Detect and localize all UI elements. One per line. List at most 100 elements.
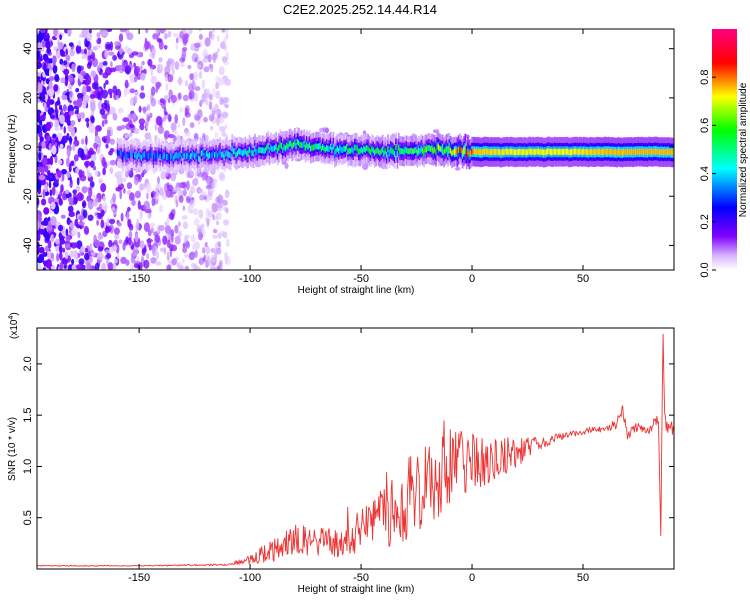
heatmap-cell — [167, 113, 172, 123]
heatmap-cell — [338, 147, 340, 154]
heatmap-cell — [73, 154, 79, 162]
heatmap-cell — [539, 149, 541, 156]
heatmap-cell — [120, 256, 127, 264]
heatmap-cell — [182, 221, 188, 230]
snr-series-line — [37, 333, 674, 567]
heatmap-cell — [43, 207, 50, 215]
heatmap-cell — [134, 190, 141, 199]
heatmap-cell — [144, 40, 150, 50]
heatmap-cell — [216, 108, 222, 119]
heatmap-cell — [37, 220, 40, 231]
heatmap-cell — [206, 256, 211, 267]
heatmap-cell — [212, 234, 218, 239]
heatmap-cell — [344, 145, 347, 152]
heatmap-cell — [186, 153, 188, 159]
y-tick-label: 40 — [22, 43, 34, 55]
heatmap-cell — [59, 58, 64, 65]
heatmap-cell — [109, 138, 115, 145]
heatmap-cell — [218, 171, 225, 180]
heatmap-cell — [299, 141, 301, 148]
spectrogram-frame — [36, 28, 675, 271]
heatmap-cell — [144, 151, 147, 158]
heatmap-cell — [251, 150, 254, 157]
heatmap-cell — [44, 184, 48, 193]
heatmap-cell — [203, 66, 210, 73]
heatmap-cell — [250, 148, 252, 155]
heatmap-cell — [312, 144, 315, 151]
heatmap-cell — [567, 148, 569, 155]
heatmap-cell — [451, 150, 453, 157]
heatmap-cell — [375, 148, 377, 155]
heatmap-cell — [555, 149, 557, 155]
heatmap-cell — [76, 192, 84, 202]
heatmap-cell — [221, 29, 225, 33]
heatmap-cell — [573, 148, 576, 155]
heatmap-cell — [641, 148, 644, 155]
heatmap-cell — [59, 104, 63, 111]
heatmap-cell — [61, 172, 65, 181]
heatmap-cell — [129, 132, 133, 137]
heatmap-cell — [355, 144, 357, 151]
heatmap-cell — [100, 183, 107, 193]
heatmap-cell — [324, 128, 329, 134]
heatmap-cell — [216, 247, 222, 255]
heatmap-cell — [92, 165, 97, 171]
colorbar-ticks: 0.0 0.2 0.4 0.6 0.8 — [699, 70, 716, 278]
heatmap-cell — [311, 144, 313, 151]
heatmap-cell — [80, 138, 85, 145]
heatmap-cell — [104, 49, 109, 59]
heatmap-cell — [248, 146, 251, 153]
heatmap-cell — [176, 37, 179, 44]
snr-multiplier-base: (x104) — [8, 312, 20, 339]
heatmap-cell — [175, 199, 179, 208]
heatmap-cell — [177, 123, 180, 128]
heatmap-cell — [204, 152, 207, 159]
heatmap-cell — [155, 261, 162, 266]
heatmap-cell — [140, 85, 145, 91]
heatmap-cell — [533, 149, 536, 156]
heatmap-cell — [159, 187, 164, 196]
heatmap-cell — [83, 155, 90, 160]
heatmap-cell — [55, 189, 59, 198]
heatmap-cell — [569, 149, 572, 156]
heatmap-cell — [656, 148, 658, 155]
heatmap-cell — [210, 254, 218, 263]
heatmap-cell — [405, 147, 408, 154]
heatmap-cell — [260, 147, 263, 154]
heatmap-cell — [252, 150, 255, 157]
heatmap-cell — [464, 145, 467, 152]
heatmap-cell — [212, 150, 215, 156]
heatmap-cell — [348, 147, 351, 154]
heatmap-cell — [326, 145, 328, 151]
x-tick-label: -150 — [128, 572, 150, 584]
heatmap-cell — [403, 148, 405, 155]
heatmap-cell — [609, 149, 612, 156]
heatmap-cell — [183, 188, 187, 197]
heatmap-cell — [291, 143, 294, 150]
heatmap-cell — [95, 197, 99, 203]
heatmap-cell — [143, 200, 150, 211]
heatmap-cell — [141, 60, 145, 66]
heatmap-cell — [147, 237, 152, 248]
heatmap-cell — [125, 236, 129, 244]
heatmap-cell — [476, 148, 479, 155]
heatmap-cell — [154, 234, 160, 244]
heatmap-cell — [176, 186, 181, 195]
heatmap-cell — [133, 62, 137, 68]
heatmap-cell — [163, 44, 168, 50]
heatmap-cell — [211, 105, 218, 112]
heatmap-cell — [182, 205, 186, 211]
heatmap-cell — [315, 143, 317, 150]
heatmap-cell — [194, 113, 200, 120]
heatmap-cell — [101, 202, 108, 212]
heatmap-cell — [206, 218, 210, 228]
heatmap-cell — [185, 180, 190, 191]
heatmap-cell — [657, 148, 660, 155]
heatmap-cell — [42, 53, 49, 61]
snr-ticks: -150 -100 -50 0 50 0.5 1.0 1.5 2.0 — [22, 328, 674, 584]
heatmap-cell — [383, 150, 385, 157]
heatmap-cell — [175, 44, 179, 50]
heatmap-cell — [465, 151, 468, 158]
heatmap-cell — [101, 262, 106, 270]
heatmap-cell — [44, 245, 50, 252]
